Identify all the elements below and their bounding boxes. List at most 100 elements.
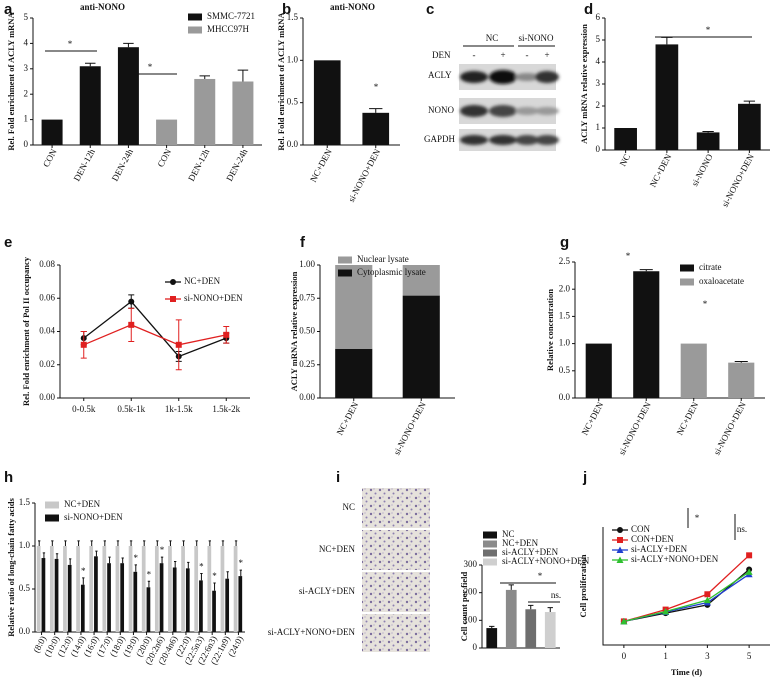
- x-tick-label: CON: [41, 147, 59, 169]
- significance: *: [134, 553, 139, 563]
- line: [623, 571, 750, 623]
- chart-title: anti-NONO: [330, 2, 375, 12]
- legend-swatch: [338, 269, 352, 277]
- y-axis-label: Relative concentration: [545, 289, 555, 371]
- error-bar: [77, 540, 80, 546]
- y-tick-label: 4: [596, 56, 601, 66]
- error-bar: [508, 584, 514, 590]
- annotation: *: [695, 513, 700, 523]
- y-axis-label: ACLY mRNA relative expression: [289, 271, 299, 391]
- error-bar: [547, 607, 553, 613]
- bar-segment: [402, 265, 440, 296]
- error-bar: [129, 540, 133, 546]
- chart-title: anti-NONO: [80, 2, 125, 12]
- bar: [76, 546, 80, 632]
- y-tick-label: 1.0: [559, 338, 571, 348]
- error-bar: [121, 557, 124, 564]
- y-tick-label: 4: [24, 37, 29, 47]
- y-tick-label: 1.00: [299, 259, 315, 269]
- bar: [67, 564, 72, 632]
- bar: [614, 128, 637, 150]
- point: [745, 568, 753, 575]
- y-axis-label: Rel. Fold enrichment of Pol II occupancy: [21, 256, 31, 406]
- image: [362, 614, 430, 652]
- blot-panel: c NC si-NONO DEN - + - + ACLY NONO GAPDH: [424, 1, 559, 151]
- x-tick-label: NC+DEN: [335, 400, 361, 437]
- bar: [168, 546, 172, 632]
- point: [704, 591, 711, 598]
- error-bar: [234, 540, 238, 546]
- legend-swatch: [483, 558, 497, 566]
- significance-bracket: [687, 508, 736, 540]
- image: [362, 530, 430, 570]
- bar: [156, 119, 178, 145]
- bar-segment: [335, 265, 373, 349]
- bar: [107, 563, 111, 632]
- point: [223, 331, 230, 338]
- y-tick-label: 0: [24, 139, 29, 149]
- error-bar: [103, 540, 107, 546]
- panel-letter: g: [560, 234, 569, 251]
- bar: [655, 44, 679, 150]
- bar: [728, 362, 755, 398]
- line: [623, 573, 750, 623]
- y-tick-label: 200: [464, 587, 478, 597]
- bar: [41, 119, 63, 145]
- point: [620, 617, 628, 625]
- x-tick-label: si-NONO+DEN: [617, 400, 654, 457]
- point: [80, 341, 87, 348]
- bar: [154, 546, 159, 632]
- image-label: si-ACLY+DEN: [299, 586, 356, 596]
- blot-bands: [460, 70, 559, 145]
- blot-row-label: ACLY: [428, 70, 452, 80]
- x-tick-label: si-NONO+DEN: [720, 152, 757, 209]
- x-tick-label: si-NONO: [689, 152, 714, 188]
- legend-swatch: [483, 531, 497, 539]
- error-bar: [200, 573, 203, 581]
- error-bar: [90, 540, 93, 546]
- y-axis-label: Cell proliferation: [578, 554, 588, 617]
- x-tick-label: 0.5k-1k: [117, 404, 145, 414]
- point: [128, 321, 135, 328]
- y-tick-label: 3: [596, 78, 601, 88]
- significance: *: [81, 566, 86, 576]
- blot-mark: -: [473, 50, 476, 60]
- error-bar: [160, 556, 164, 564]
- legend-label: Cytoplasmic lysate: [357, 267, 426, 277]
- bar: [225, 578, 230, 632]
- point: [662, 607, 670, 615]
- legend-label: si-NONO+DEN: [64, 512, 123, 522]
- point: [128, 298, 135, 305]
- error-bar: [239, 569, 242, 577]
- panel-letter: a: [4, 1, 13, 18]
- x-tick-label: si-NONO+DEN: [346, 147, 383, 204]
- legend-marker: [616, 546, 624, 553]
- legend-label: SMMC-7721: [207, 11, 255, 21]
- bar: [128, 546, 133, 632]
- legend-label: si-ACLY+DEN: [631, 544, 688, 554]
- error-bar: [82, 577, 85, 585]
- bar: [544, 612, 556, 648]
- legend-label: NC+DEN: [502, 538, 539, 548]
- error-bar: [182, 540, 185, 546]
- image-label: NC+DEN: [319, 544, 356, 554]
- bar: [185, 568, 190, 632]
- legend-marker: [170, 279, 176, 285]
- bar: [120, 563, 125, 632]
- legend-label: citrate: [699, 262, 721, 272]
- error-bar: [95, 550, 98, 557]
- y-tick-label: 0.5: [287, 97, 299, 107]
- error-bar: [55, 553, 59, 559]
- y-tick-label: 0.0: [19, 626, 31, 636]
- y-tick-label: 1.5: [19, 497, 31, 507]
- image-label: NC: [342, 502, 355, 512]
- error-bar: [51, 540, 54, 546]
- y-tick-label: 0.02: [39, 359, 55, 369]
- y-tick-label: 1: [24, 114, 29, 124]
- y-tick-label: 1.5: [287, 12, 299, 22]
- bar: [696, 132, 720, 150]
- error-bar: [369, 108, 383, 113]
- legend-swatch: [45, 514, 59, 522]
- y-tick-label: 0.25: [299, 359, 315, 369]
